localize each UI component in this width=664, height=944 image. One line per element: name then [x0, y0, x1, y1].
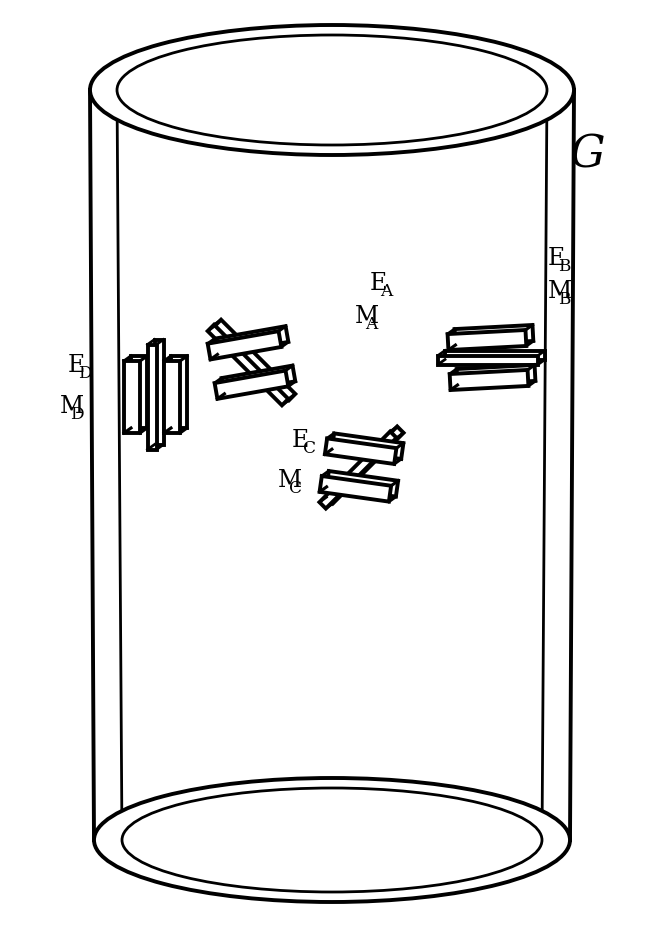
Bar [319, 431, 396, 509]
Ellipse shape [90, 25, 574, 155]
Text: G: G [570, 133, 606, 177]
Bar [164, 361, 180, 433]
Text: M: M [278, 469, 302, 492]
Text: D: D [78, 365, 92, 382]
Text: E: E [370, 272, 387, 295]
Ellipse shape [94, 778, 570, 902]
Bar [208, 331, 282, 360]
Text: A: A [366, 316, 378, 333]
Text: E: E [68, 354, 85, 377]
Bar [327, 427, 404, 503]
Text: E: E [548, 247, 565, 270]
Bar [214, 320, 295, 400]
Text: M: M [60, 395, 84, 418]
Bar [171, 356, 187, 428]
Bar [214, 371, 288, 398]
Text: A: A [380, 283, 393, 300]
Text: B: B [558, 259, 571, 276]
Bar [332, 433, 404, 459]
Bar [208, 325, 288, 405]
Text: M: M [355, 305, 379, 328]
Bar [222, 365, 295, 394]
Text: M: M [548, 280, 572, 303]
Text: C: C [303, 441, 315, 458]
Text: D: D [70, 407, 84, 424]
Bar [319, 476, 391, 501]
Bar [325, 438, 396, 464]
Bar [445, 350, 545, 360]
Bar [131, 356, 147, 428]
Bar [450, 370, 529, 390]
Bar [438, 356, 538, 364]
Bar [455, 325, 533, 346]
Bar [214, 327, 288, 354]
Bar [448, 330, 527, 350]
Text: C: C [289, 480, 301, 497]
Bar [155, 340, 163, 445]
Bar [124, 361, 140, 433]
Bar [147, 345, 157, 449]
Ellipse shape [122, 788, 542, 892]
Ellipse shape [117, 35, 547, 145]
Bar [457, 365, 535, 385]
Text: B: B [558, 292, 571, 309]
Text: E: E [292, 429, 309, 452]
Bar [327, 471, 398, 497]
